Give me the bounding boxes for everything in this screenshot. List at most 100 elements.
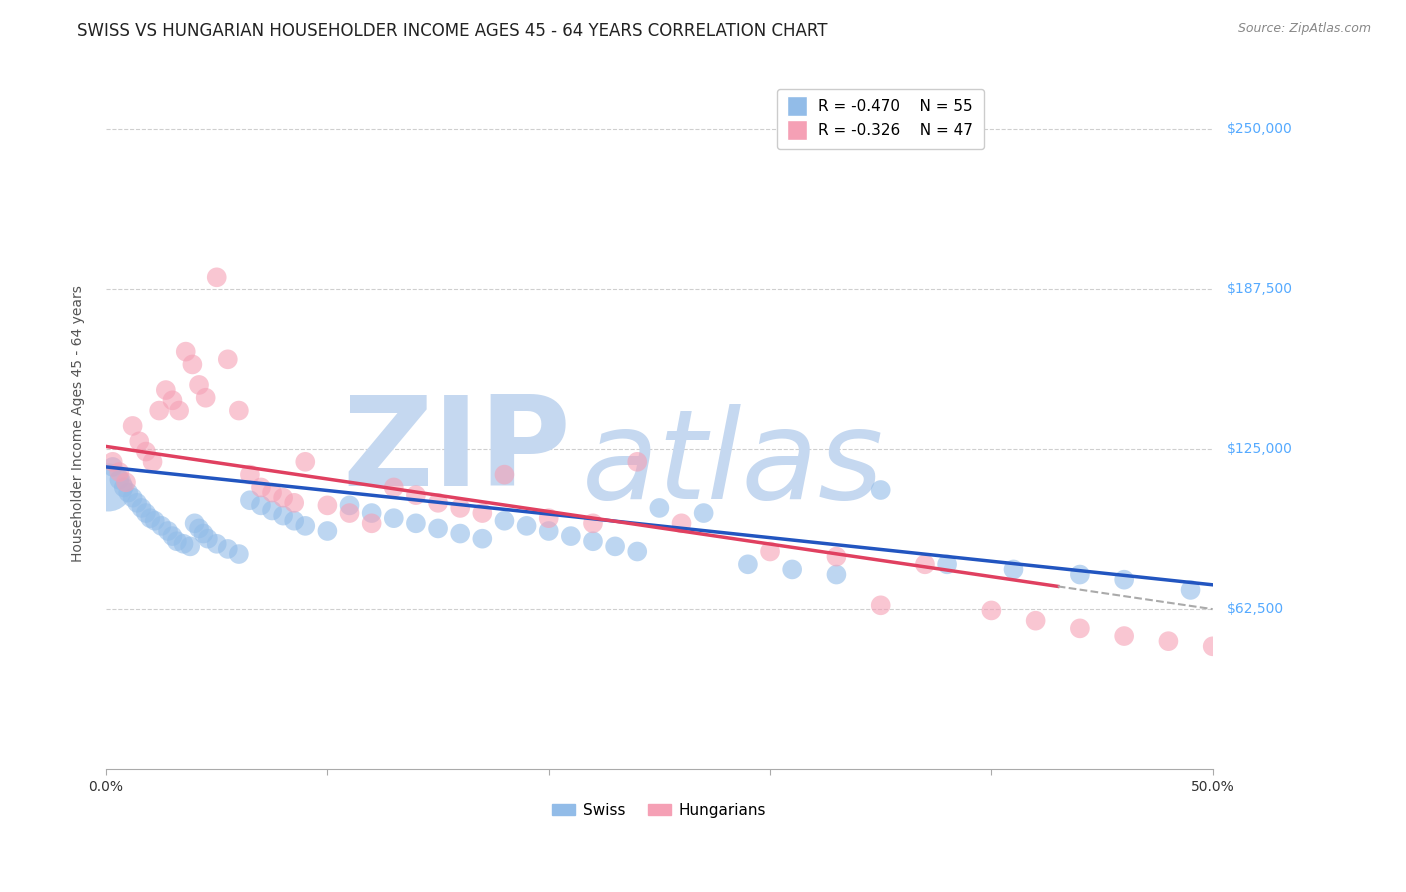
Point — [382, 480, 405, 494]
Point — [142, 455, 165, 469]
Point — [143, 514, 166, 528]
Point — [193, 526, 215, 541]
Y-axis label: Householder Income Ages 45 - 64 years: Householder Income Ages 45 - 64 years — [72, 285, 86, 562]
Point — [101, 459, 124, 474]
Text: ZIP: ZIP — [342, 391, 571, 511]
Point — [537, 511, 560, 525]
Point — [339, 499, 361, 513]
Point — [115, 475, 138, 490]
Point — [360, 506, 382, 520]
Point — [1069, 621, 1091, 635]
Point — [194, 391, 217, 405]
Point — [869, 599, 891, 613]
Point — [197, 532, 219, 546]
Point — [980, 603, 1002, 617]
Text: $250,000: $250,000 — [1226, 121, 1292, 136]
Point — [121, 491, 143, 505]
Point — [166, 534, 188, 549]
Point — [283, 496, 305, 510]
Point — [205, 270, 228, 285]
Point — [181, 358, 204, 372]
Text: $187,500: $187,500 — [1226, 282, 1292, 296]
Text: atlas: atlas — [582, 404, 884, 525]
Point — [339, 506, 361, 520]
Point — [582, 516, 605, 531]
Point — [188, 378, 211, 392]
Point — [228, 403, 250, 417]
Point — [405, 516, 427, 531]
Point — [121, 419, 143, 434]
Point — [759, 544, 782, 558]
Point — [128, 434, 150, 449]
Point — [262, 485, 284, 500]
Point — [405, 488, 427, 502]
Point — [239, 467, 262, 482]
Point — [150, 519, 173, 533]
Point — [1180, 582, 1202, 597]
Point — [936, 558, 959, 572]
Point — [582, 534, 605, 549]
Point — [139, 511, 162, 525]
Point — [205, 537, 228, 551]
Point — [283, 514, 305, 528]
Point — [183, 516, 205, 531]
Point — [101, 455, 124, 469]
Point — [97, 480, 120, 494]
Point — [167, 403, 190, 417]
Point — [737, 558, 759, 572]
Point — [148, 403, 170, 417]
Point — [427, 496, 450, 510]
Point — [162, 393, 184, 408]
Point — [1025, 614, 1047, 628]
Point — [131, 500, 153, 515]
Point — [1157, 634, 1180, 648]
Point — [427, 521, 450, 535]
Point — [914, 558, 936, 572]
Point — [1069, 567, 1091, 582]
Point — [1002, 562, 1025, 576]
Point — [108, 473, 131, 487]
Point — [294, 455, 316, 469]
Point — [179, 540, 201, 554]
Point — [271, 508, 294, 523]
Point — [471, 532, 494, 546]
Legend: Swiss, Hungarians: Swiss, Hungarians — [547, 797, 772, 824]
Point — [117, 485, 139, 500]
Text: Source: ZipAtlas.com: Source: ZipAtlas.com — [1237, 22, 1371, 36]
Point — [217, 352, 239, 367]
Point — [108, 465, 131, 479]
Point — [516, 519, 538, 533]
Point — [537, 524, 560, 538]
Point — [449, 500, 471, 515]
Text: SWISS VS HUNGARIAN HOUSEHOLDER INCOME AGES 45 - 64 YEARS CORRELATION CHART: SWISS VS HUNGARIAN HOUSEHOLDER INCOME AG… — [77, 22, 828, 40]
Point — [157, 524, 180, 538]
Point — [560, 529, 582, 543]
Point — [626, 455, 648, 469]
Point — [825, 549, 848, 564]
Text: $125,000: $125,000 — [1226, 442, 1292, 456]
Point — [262, 503, 284, 517]
Point — [626, 544, 648, 558]
Point — [162, 529, 184, 543]
Point — [217, 541, 239, 556]
Point — [648, 500, 671, 515]
Point — [449, 526, 471, 541]
Point — [1114, 573, 1136, 587]
Point — [250, 480, 273, 494]
Point — [135, 444, 157, 458]
Point — [239, 493, 262, 508]
Point — [174, 344, 197, 359]
Point — [471, 506, 494, 520]
Point — [316, 499, 339, 513]
Point — [135, 506, 157, 520]
Point — [294, 519, 316, 533]
Point — [494, 467, 516, 482]
Point — [671, 516, 693, 531]
Point — [780, 562, 803, 576]
Point — [112, 480, 135, 494]
Point — [494, 514, 516, 528]
Point — [360, 516, 382, 531]
Point — [250, 499, 273, 513]
Point — [228, 547, 250, 561]
Point — [692, 506, 714, 520]
